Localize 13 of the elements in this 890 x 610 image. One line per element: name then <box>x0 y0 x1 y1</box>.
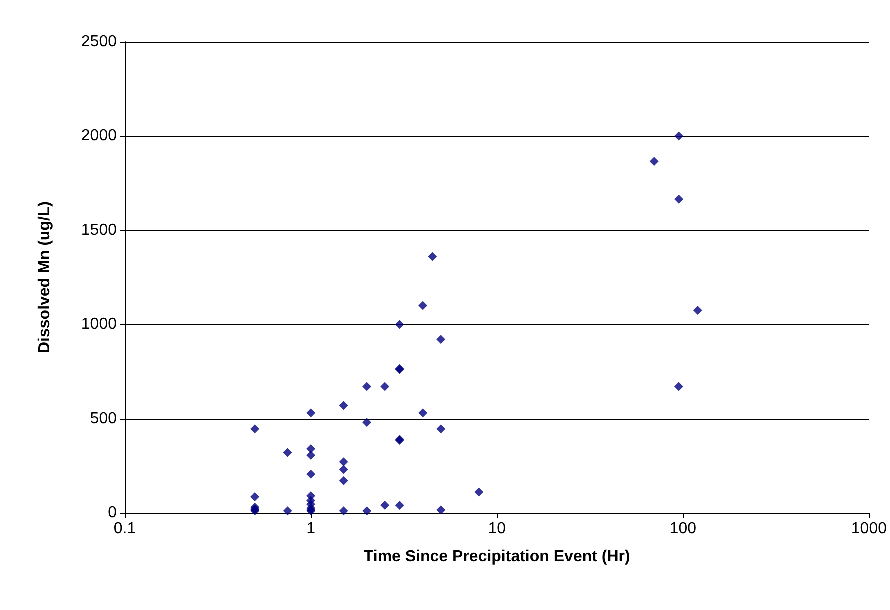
y-tick-label: 500 <box>90 410 118 428</box>
x-tick-label: 0.1 <box>114 520 136 538</box>
x-tick-label: 1000 <box>851 520 888 538</box>
x-tick-label: 100 <box>670 520 697 538</box>
y-tick-label: 2500 <box>81 34 118 50</box>
x-tick-label: 10 <box>488 520 506 538</box>
y-tick-label: 1500 <box>81 222 118 239</box>
y-tick-label: 1000 <box>81 316 118 334</box>
y-tick-label: 0 <box>108 504 118 522</box>
y-axis-title: Dissolved Mn (ug/L) <box>36 202 54 354</box>
x-tick-label: 1 <box>306 520 316 538</box>
y-tick-label: 2000 <box>81 128 118 145</box>
x-axis-title: Time Since Precipitation Event (Hr) <box>364 548 630 566</box>
